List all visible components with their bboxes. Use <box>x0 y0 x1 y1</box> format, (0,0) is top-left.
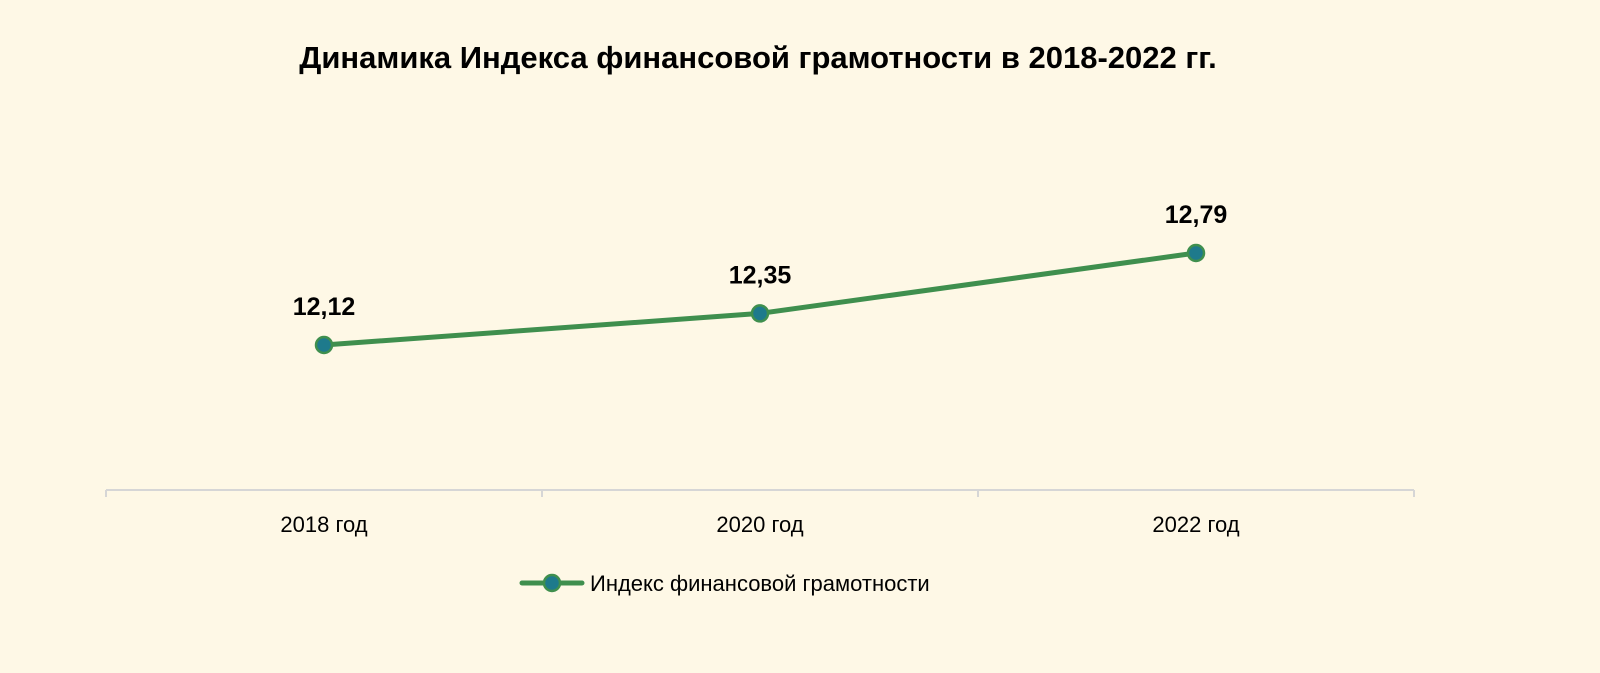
x-tick-label: 2018 год <box>280 512 367 537</box>
data-point <box>314 335 334 355</box>
series-layer: 12,12 12,35 12,79 <box>293 201 1228 355</box>
x-tick-label: 2020 год <box>716 512 803 537</box>
data-label: 12,35 <box>729 261 792 289</box>
x-axis: 2018 год 2020 год 2022 год <box>105 489 1415 537</box>
legend-marker-swatch <box>542 573 562 593</box>
chart-title: Динамика Индекса финансовой грамотности … <box>299 40 1216 75</box>
legend-label: Индекс финансовой грамотности <box>590 571 930 596</box>
x-tick-label: 2022 год <box>1152 512 1239 537</box>
data-label: 12,79 <box>1165 201 1228 229</box>
data-label: 12,12 <box>293 293 356 321</box>
data-point <box>1186 243 1206 263</box>
legend: Индекс финансовой грамотности <box>519 571 930 596</box>
data-point <box>750 304 770 323</box>
